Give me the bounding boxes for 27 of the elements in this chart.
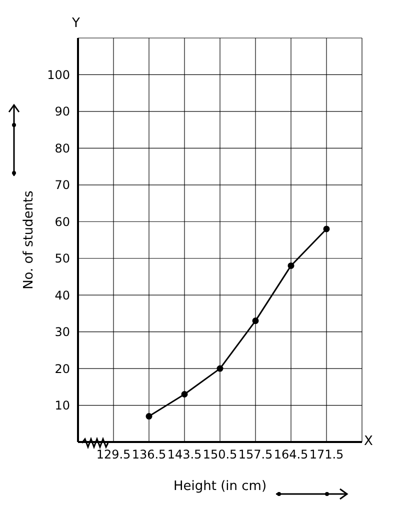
y-tick-label: 80 [54,141,70,156]
x-tick-label: 164.5 [274,448,308,462]
y-tick-label: 100 [47,68,70,82]
x-tick-label: 150.5 [202,448,238,462]
x-tick-label: 136.5 [132,448,166,462]
y-tick-label: 40 [54,288,70,302]
point [146,413,152,420]
x-tick-label: 143.5 [167,448,202,462]
x-tick-label: 171.5 [309,448,344,462]
x-tick-label: 157.5 [238,448,273,462]
point [181,391,188,398]
point [216,365,224,372]
x-axis-title: Height (in cm) [173,479,267,494]
x-tick-label: 129.5 [96,448,131,462]
y-tick-label: 70 [54,178,70,192]
y-tick-label: 90 [54,104,70,119]
y-tick-label: 30 [54,325,70,340]
point [252,318,259,324]
point [288,262,294,269]
y-tick-label: 20 [54,362,70,376]
y-tick-label: 50 [54,252,70,266]
text: X [364,434,373,449]
point [323,226,330,232]
y-tick-label: 60 [54,214,70,229]
y-axis-title: No. of students [22,190,37,290]
text: Y [72,16,80,31]
y-tick-label: 10 [54,398,70,413]
